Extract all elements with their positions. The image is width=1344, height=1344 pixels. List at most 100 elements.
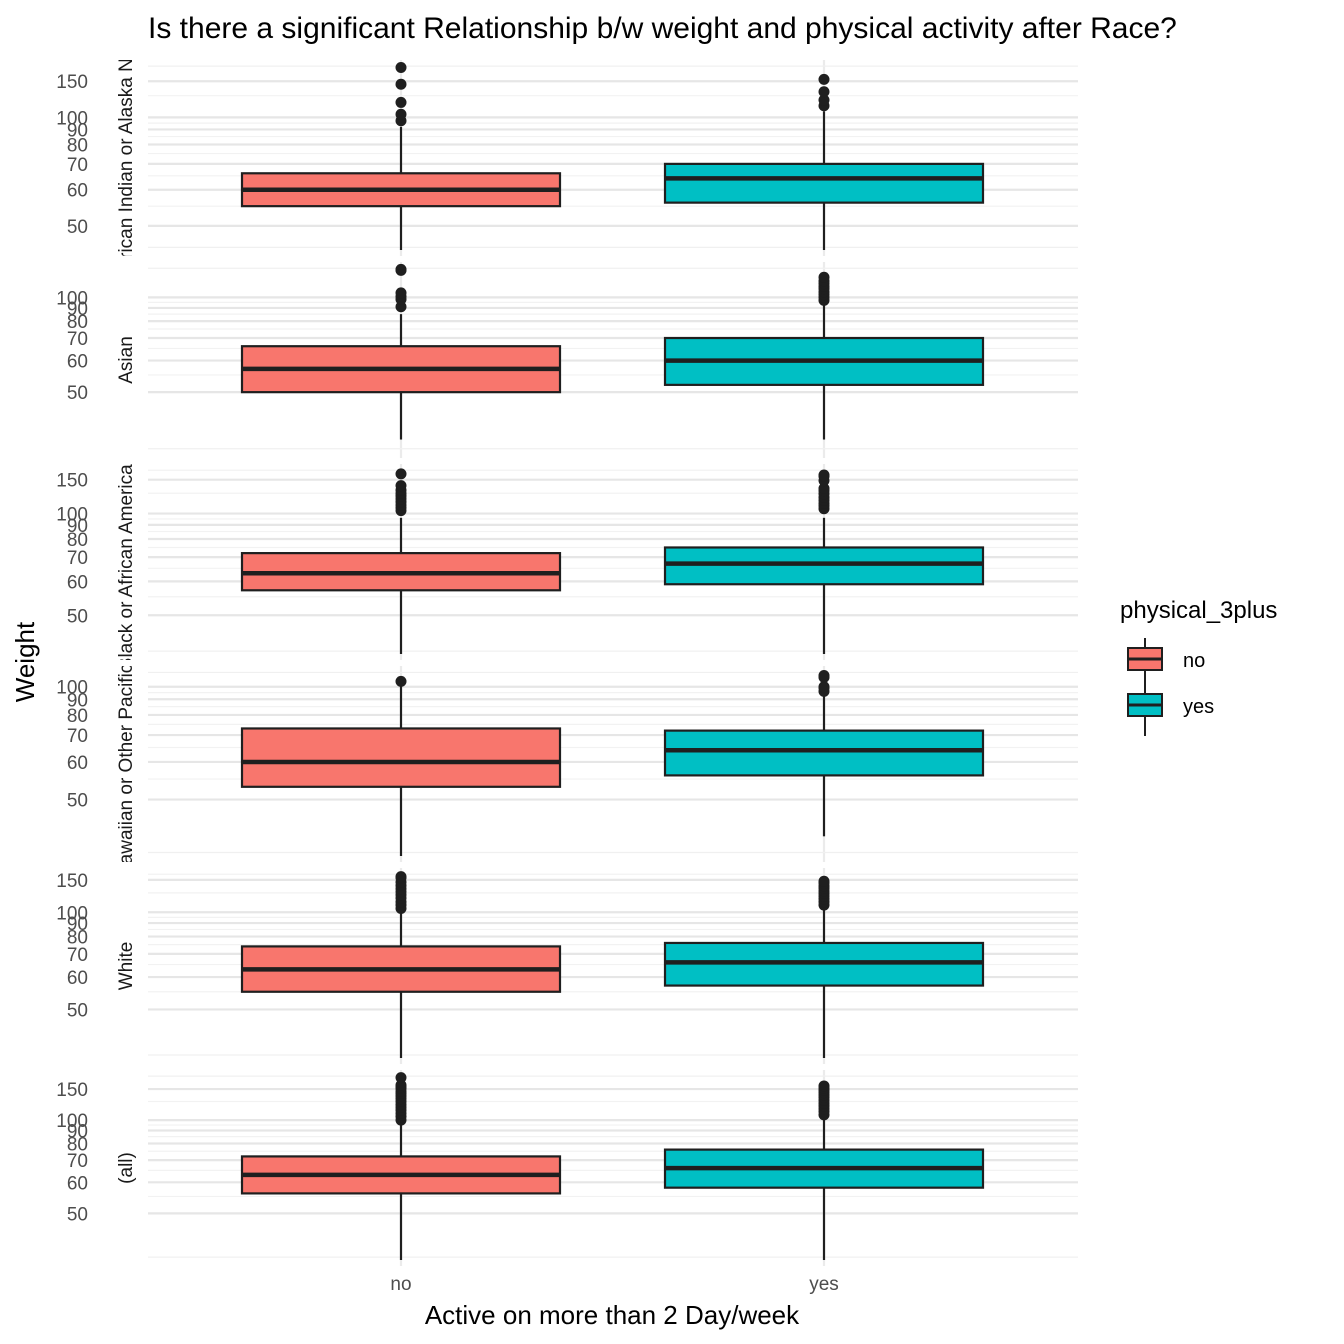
y-tick-label: 100 — [56, 108, 88, 129]
y-tick-label: 60 — [67, 1173, 88, 1194]
y-tick-label: 70 — [67, 155, 88, 176]
box-yes — [663, 271, 985, 440]
box-no — [240, 871, 562, 1058]
y-tick-label: 90 — [67, 690, 88, 711]
facet-label: Native Hawaiian or Other Pacific Islande… — [116, 590, 137, 937]
y-tick-label: 90 — [67, 516, 88, 537]
facet-label-wrapper: Asian — [116, 336, 137, 384]
y-tick-label: 80 — [67, 706, 88, 727]
facet-label-wrapper: American Indian or Alaska Native — [116, 18, 137, 298]
y-tick-label: 80 — [67, 1134, 88, 1155]
y-tick-label: 70 — [67, 726, 88, 747]
x-tick-label-no: no — [390, 1274, 411, 1295]
y-tick-label: 100 — [56, 1111, 88, 1132]
y-tick-label: 80 — [67, 136, 88, 157]
y-tick-label: 100 — [56, 678, 88, 699]
outlier-point — [395, 675, 407, 687]
outlier-point — [395, 1079, 407, 1091]
outlier-point — [395, 468, 407, 480]
outlier-point — [395, 287, 407, 299]
facet-label: American Indian or Alaska Native — [116, 18, 137, 298]
facet-label: Black or African American — [116, 454, 137, 670]
facet-label-wrapper: Native Hawaiian or Other Pacific Islande… — [116, 590, 137, 937]
legend-item-no: no — [1127, 638, 1205, 690]
chart-title: Is there a significant Relationship b/w … — [148, 12, 1177, 45]
y-tick-label: 100 — [56, 903, 88, 924]
outlier-point — [395, 78, 407, 90]
box-body — [240, 727, 562, 788]
outlier-point — [818, 271, 830, 283]
facet-label: (all) — [116, 1152, 137, 1184]
legend-items: no yes — [1127, 638, 1214, 736]
y-tick-label: 100 — [56, 505, 88, 526]
box-body — [663, 729, 985, 777]
y-tick-label: 70 — [67, 548, 88, 569]
outlier-point — [818, 681, 830, 693]
facet-label: Asian — [116, 336, 137, 384]
x-axis-label: Active on more than 2 Day/week — [425, 1300, 800, 1330]
outlier-point — [818, 482, 830, 494]
outlier-point — [818, 670, 830, 682]
y-tick-label: 70 — [67, 945, 88, 966]
outlier-point — [395, 96, 407, 108]
outlier-point — [818, 469, 830, 481]
outlier-point — [395, 108, 407, 120]
y-tick-label: 80 — [67, 530, 88, 551]
facet-label-wrapper: (all) — [116, 1152, 137, 1184]
box-no — [240, 1072, 562, 1260]
outlier-point — [818, 86, 830, 98]
y-tick-label: 50 — [67, 791, 88, 812]
y-tick-label: 50 — [67, 1204, 88, 1225]
legend-item-label: yes — [1183, 696, 1214, 718]
y-tick-label: 80 — [67, 928, 88, 949]
y-tick-label: 60 — [67, 572, 88, 593]
x-axis-ticks: no yes — [390, 1274, 838, 1295]
y-tick-label: 150 — [56, 1080, 88, 1101]
y-tick-label: 150 — [56, 871, 88, 892]
y-tick-label: 60 — [67, 968, 88, 989]
box-body — [663, 162, 985, 204]
facet-label-wrapper: White — [116, 942, 137, 991]
outlier-point — [395, 480, 407, 492]
x-tick-label-yes: yes — [809, 1274, 839, 1295]
y-tick-label: 60 — [67, 181, 88, 202]
box-yes — [663, 1080, 985, 1260]
outlier-point — [395, 871, 407, 883]
y-tick-label: 80 — [67, 312, 88, 333]
y-tick-label: 90 — [67, 120, 88, 141]
y-tick-label: 90 — [67, 914, 88, 935]
outlier-point — [818, 1080, 830, 1092]
y-tick-label: 60 — [67, 753, 88, 774]
y-tick-label: 90 — [67, 1122, 88, 1143]
box-no — [240, 468, 562, 654]
y-axis-label: Weight — [10, 621, 40, 702]
box-no — [240, 62, 562, 250]
outlier-point — [818, 73, 830, 85]
box-yes — [663, 73, 985, 250]
y-tick-label: 50 — [67, 606, 88, 627]
y-tick-label: 100 — [56, 288, 88, 309]
y-tick-label: 70 — [67, 1151, 88, 1172]
outlier-point — [395, 1072, 407, 1084]
y-tick-label: 50 — [67, 217, 88, 238]
y-tick-label: 50 — [67, 383, 88, 404]
y-tick-label: 70 — [67, 329, 88, 350]
legend-item-label: no — [1183, 650, 1205, 672]
box-yes — [663, 670, 985, 837]
y-tick-label: 90 — [67, 299, 88, 320]
facet-label: White — [116, 942, 137, 991]
box-yes — [663, 469, 985, 654]
box-yes — [663, 875, 985, 1058]
outlier-point — [395, 62, 407, 74]
outlier-point — [818, 94, 830, 106]
outlier-point — [395, 263, 407, 275]
outlier-point — [818, 875, 830, 887]
